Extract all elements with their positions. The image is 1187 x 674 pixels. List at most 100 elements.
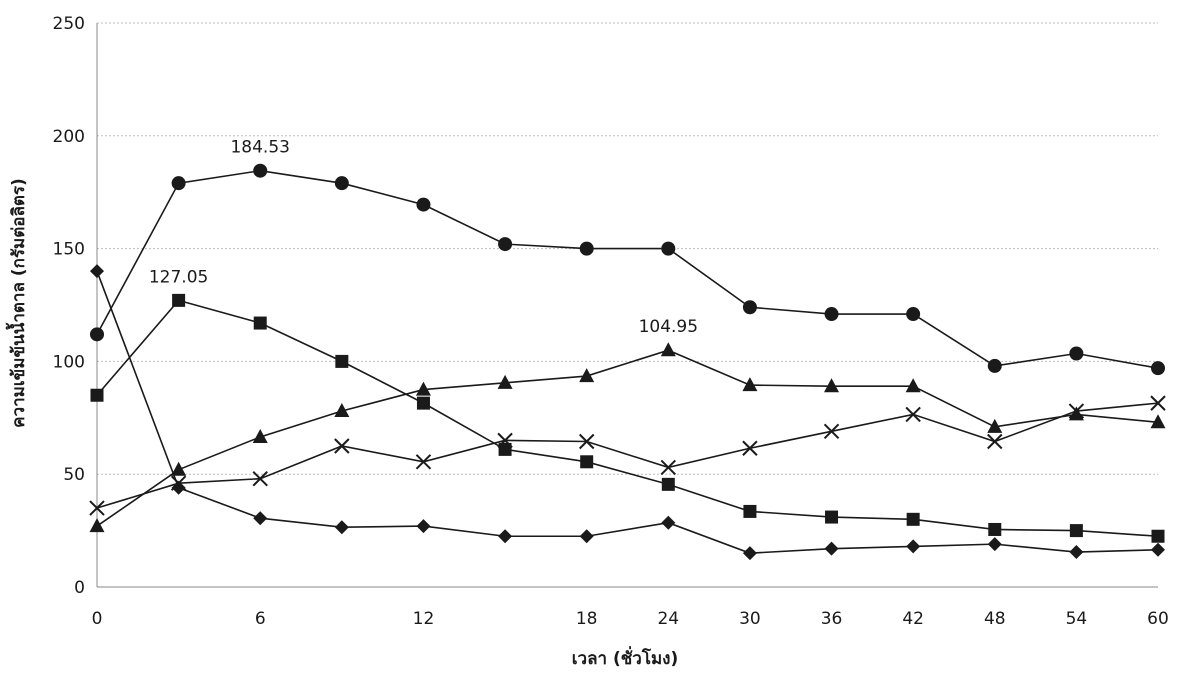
series-triangle-line <box>96 349 1159 527</box>
point-square-24 <box>661 477 675 491</box>
point-x-3 <box>170 475 187 491</box>
point-square-54 <box>1069 524 1083 538</box>
point-triangle-0 <box>89 518 105 533</box>
point-x-30-stroke-b <box>742 440 758 456</box>
x-tick-label-0: 0 <box>92 609 103 629</box>
point-x-15 <box>497 432 513 449</box>
point-circle-9 <box>334 176 349 191</box>
y-axis-title: ความเข้มข้นน้ำตาล (กรัมต่อลิตร) <box>5 178 29 428</box>
series-square <box>90 293 1165 543</box>
y-tick-label-50: 50 <box>63 465 85 485</box>
point-triangle-48 <box>987 418 1003 433</box>
series-circle-line <box>96 169 1159 369</box>
point-square-48 <box>988 522 1002 536</box>
point-triangle-36 <box>824 378 840 393</box>
data-label-184-53: 184.53 <box>230 138 289 158</box>
y-tick-label-250: 250 <box>53 14 85 34</box>
point-square-42 <box>906 512 920 526</box>
x-tick-label-30: 30 <box>739 609 761 629</box>
point-x-48 <box>987 433 1003 450</box>
point-diamond-48 <box>987 537 1002 552</box>
series-x <box>89 395 1166 516</box>
point-x-18-stroke-b <box>578 433 595 450</box>
point-x-60 <box>1150 395 1166 411</box>
point-circle-12 <box>416 197 431 212</box>
x-tick-label-36: 36 <box>821 609 843 629</box>
point-circle-60 <box>1151 361 1165 376</box>
point-diamond-30 <box>742 546 757 561</box>
x-axis-title: เวลา (ชั่วโมง) <box>572 646 679 669</box>
point-square-0 <box>90 388 104 402</box>
point-x-24-stroke-b <box>660 459 677 476</box>
point-x-30 <box>742 440 758 456</box>
x-tick-label-42: 42 <box>902 609 924 629</box>
point-diamond-9 <box>334 520 349 535</box>
point-triangle-3 <box>171 461 187 476</box>
point-x-36-stroke-b <box>823 423 840 440</box>
point-circle-36 <box>824 307 839 322</box>
point-circle-3 <box>171 176 186 191</box>
point-x-36 <box>823 423 840 440</box>
point-x-0-stroke-b <box>89 500 105 516</box>
labels: 0 50 100 150 200 250 0 6 12 18 24 30 36 42 48 54 60 184.5… <box>53 14 1169 629</box>
point-diamond-0 <box>90 264 104 279</box>
point-x-0 <box>89 500 105 516</box>
point-x-48-stroke-b <box>987 433 1003 450</box>
y-tick-label-200: 200 <box>53 127 85 147</box>
x-tick-label-54: 54 <box>1066 609 1088 629</box>
point-x-42 <box>905 406 921 423</box>
x-tick-label-18: 18 <box>576 609 598 629</box>
y-tick-label-150: 150 <box>53 240 85 260</box>
point-x-60-stroke-b <box>1150 395 1166 411</box>
point-diamond-42 <box>906 539 921 554</box>
point-square-12 <box>416 396 430 410</box>
point-x-9-stroke-b <box>334 438 350 454</box>
point-square-18 <box>580 455 594 469</box>
point-circle-0 <box>90 327 104 342</box>
point-x-54-stroke-b <box>1068 403 1085 419</box>
point-square-9 <box>335 354 349 368</box>
x-tick-label-48: 48 <box>984 609 1006 629</box>
point-diamond-60 <box>1151 542 1165 557</box>
point-circle-15 <box>498 237 513 252</box>
point-square-30 <box>743 504 757 518</box>
point-circle-24 <box>661 241 676 256</box>
y-tick-label-100: 100 <box>53 352 85 372</box>
point-x-6 <box>252 471 268 487</box>
point-x-15-stroke-b <box>497 432 513 449</box>
point-triangle-18 <box>579 368 595 383</box>
x-tick-label-6: 6 <box>255 609 266 629</box>
point-triangle-30 <box>742 377 758 392</box>
point-diamond-15 <box>498 529 513 544</box>
x-tick-label-24: 24 <box>657 609 679 629</box>
x-tick-label-12: 12 <box>413 609 435 629</box>
point-circle-30 <box>742 300 757 315</box>
point-triangle-9 <box>334 403 350 418</box>
series-circle <box>90 163 1165 376</box>
point-triangle-15 <box>497 374 513 389</box>
grid-lines <box>97 22 1158 475</box>
point-circle-48 <box>987 358 1002 373</box>
point-diamond-36 <box>824 541 839 556</box>
point-x-12-stroke-b <box>415 454 432 470</box>
point-triangle-54 <box>1068 406 1084 421</box>
point-diamond-24 <box>661 515 676 530</box>
point-square-60 <box>1151 529 1165 543</box>
point-circle-42 <box>906 307 921 322</box>
point-square-36 <box>825 510 839 524</box>
point-triangle-12 <box>415 381 431 396</box>
y-tick-label-0: 0 <box>74 578 85 598</box>
point-x-6-stroke-b <box>252 471 268 487</box>
series-group <box>89 163 1166 561</box>
point-x-9 <box>334 438 350 454</box>
point-triangle-24 <box>660 342 676 357</box>
point-circle-18 <box>579 241 594 256</box>
point-x-12 <box>415 454 432 470</box>
point-diamond-12 <box>416 519 431 534</box>
axes <box>96 23 1158 588</box>
point-triangle-6 <box>252 428 268 443</box>
series-square-line <box>96 299 1159 538</box>
point-diamond-54 <box>1069 545 1084 560</box>
